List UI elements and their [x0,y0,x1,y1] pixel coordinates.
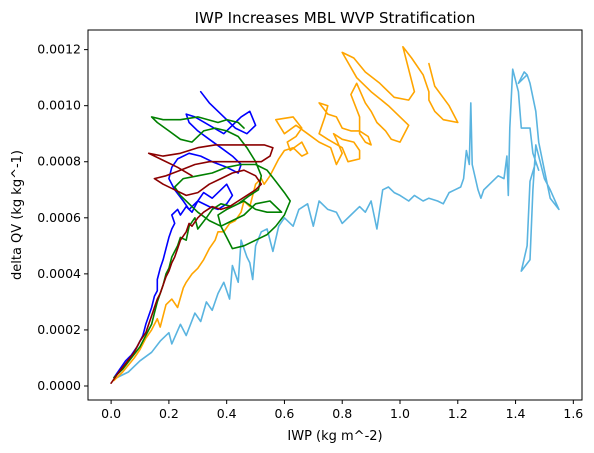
y-tick-label: 0.0008 [37,154,81,169]
x-tick-label: 1.0 [390,406,410,421]
series-line-3 [113,90,257,379]
y-tick-label: 0.0010 [37,98,81,113]
x-tick-label: 0.2 [159,406,179,421]
y-tick-label: 0.0000 [37,378,81,393]
x-tick-label: 0.0 [101,406,121,421]
plot-frame [87,29,583,401]
y-tick-label: 0.0002 [37,322,81,337]
y-tick-label: 0.0004 [37,266,81,281]
y-axis-title: delta QV (kg kg^-1) [10,150,25,280]
x-tick-label: 0.8 [332,406,352,421]
series-line-2 [113,46,459,382]
series-line-4 [113,116,291,379]
y-tick-label: 0.0006 [37,210,81,225]
x-tick-label: 0.4 [217,406,237,421]
x-tick-label: 1.2 [448,406,468,421]
series-line-1 [116,68,560,379]
chart-title: IWP Increases MBL WVP Stratification [195,9,476,27]
series-line-5 [110,144,274,384]
x-tick-label: 1.6 [563,406,583,421]
y-axis: 0.0000 0.0002 0.0004 0.0006 0.0008 0.0010 0.00… [37,42,88,393]
x-axis: 0.0 0.2 0.4 0.6 0.8 1.0 1.2 1.4 1.6 [101,400,583,421]
x-tick-label: 1.4 [506,406,526,421]
series-layer [110,46,560,384]
x-axis-title: IWP (kg m^-2) [287,429,382,444]
y-tick-label: 0.0012 [37,42,81,57]
x-tick-label: 0.6 [274,406,294,421]
